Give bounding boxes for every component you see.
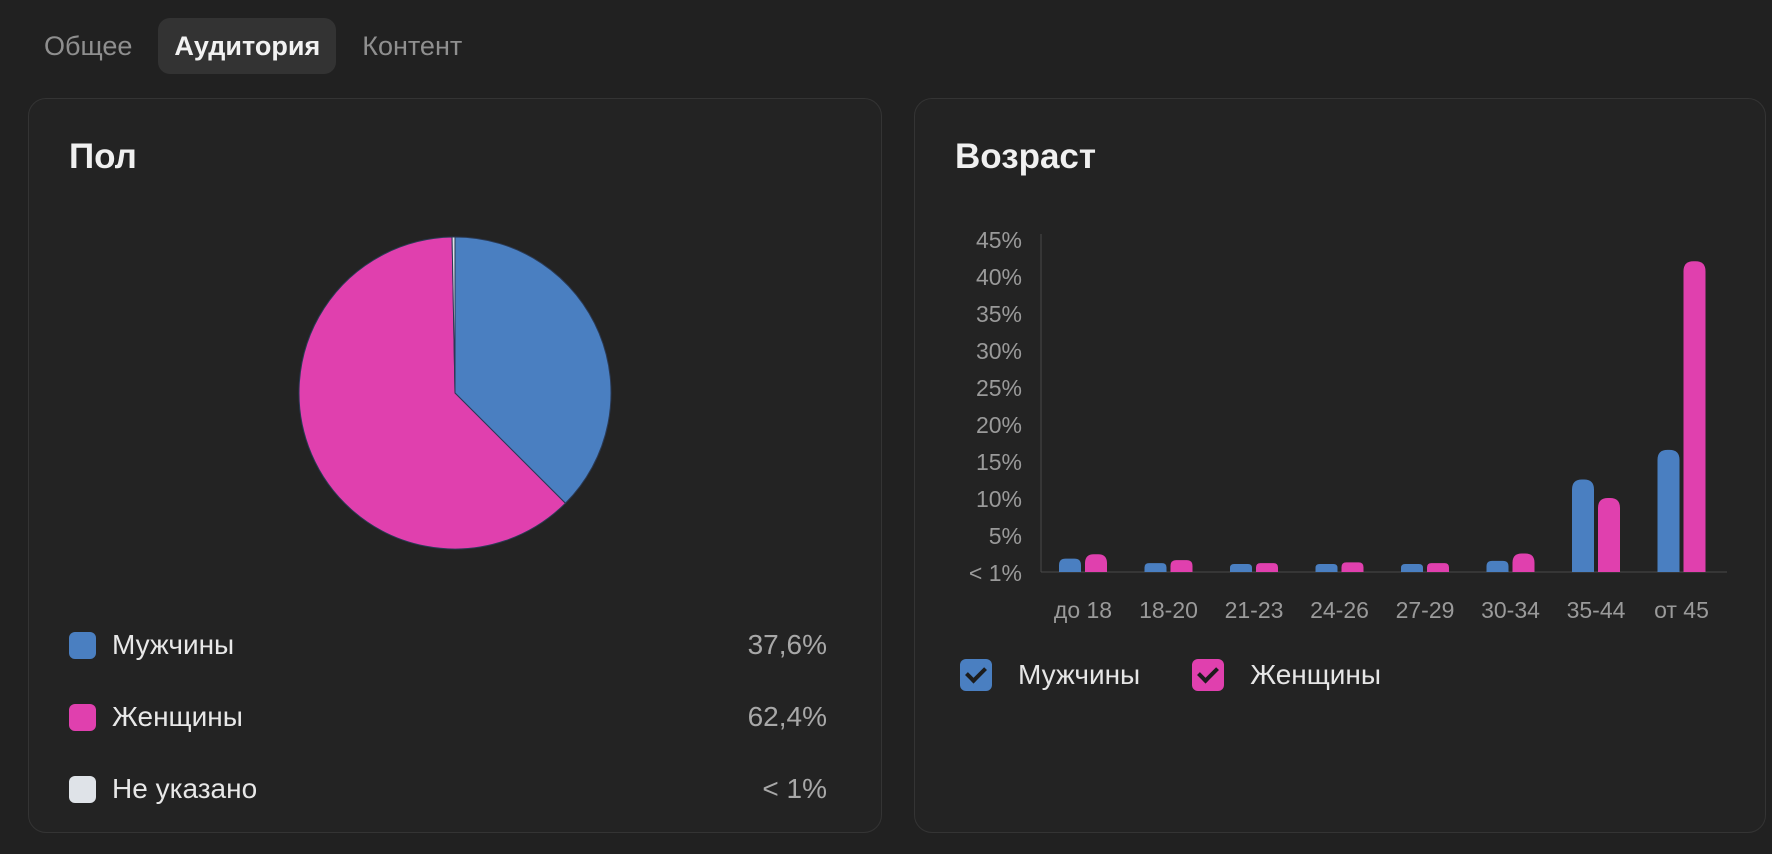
x-tick-label: 18-20 <box>1139 597 1198 623</box>
y-tick-label: 35% <box>976 301 1022 327</box>
bar-male-5 <box>1486 560 1509 572</box>
y-tick-label: 10% <box>976 486 1022 512</box>
gender-value-female: 62,4% <box>747 701 827 732</box>
bar-male-0 <box>1059 558 1081 572</box>
y-tick-label: < 1% <box>969 560 1022 586</box>
female-swatch <box>69 703 96 731</box>
gender-label-unspecified: Не указано <box>112 773 258 804</box>
gender-pie-chart <box>297 235 613 551</box>
bar-female-5 <box>1512 553 1535 572</box>
age-card: Возраст < 1% 5% 10% 15% 20% 25% 30% 35% 40% 45% до… <box>914 98 1766 833</box>
unspecified-swatch <box>69 775 96 803</box>
gender-row-male: Мужчины 37,6% <box>69 609 827 681</box>
y-tick-label: 25% <box>976 375 1022 401</box>
age-title: Возраст <box>955 137 1097 176</box>
bar-female-6 <box>1598 498 1620 572</box>
gender-row-female: Женщины 62,4% <box>69 681 827 753</box>
y-tick-label: 40% <box>976 264 1022 290</box>
y-tick-label: 15% <box>976 449 1022 475</box>
bar-female-0 <box>1085 554 1107 572</box>
legend-toggle-male[interactable]: Мужчины <box>960 659 1140 691</box>
tab-audience[interactable]: Аудитория <box>158 18 337 74</box>
x-tick-label: от 45 <box>1654 597 1709 623</box>
bar-male-6 <box>1572 479 1594 572</box>
female-checkbox[interactable] <box>1192 659 1225 691</box>
bar-male-3 <box>1315 564 1338 572</box>
legend-label-male: Мужчины <box>1018 659 1141 690</box>
tab-bar: Общее Аудитория Контент <box>28 18 478 74</box>
gender-value-unspecified: < 1% <box>762 773 827 804</box>
x-tick-label: 24-26 <box>1310 597 1369 623</box>
bar-female-4 <box>1427 563 1449 572</box>
gender-legend: Мужчины 37,6% Женщины 62,4% Не указано <… <box>69 609 827 825</box>
x-tick-label: 30-34 <box>1481 597 1540 623</box>
y-tick-label: 5% <box>989 523 1022 549</box>
x-tick-label: 21-23 <box>1225 597 1284 623</box>
bar-female-3 <box>1341 562 1364 572</box>
pie-slice-0 <box>454 236 612 504</box>
gender-title: Пол <box>69 137 137 176</box>
legend-label-female: Женщины <box>1250 659 1381 690</box>
x-tick-label: до 18 <box>1054 597 1112 623</box>
bar-female-7 <box>1683 261 1706 572</box>
bar-male-2 <box>1230 564 1252 572</box>
y-tick-label: 20% <box>976 412 1022 438</box>
male-checkbox[interactable] <box>960 659 992 691</box>
tab-content[interactable]: Контент <box>362 31 463 61</box>
pie-slice-2 <box>451 236 456 394</box>
bar-female-2 <box>1256 563 1278 572</box>
gender-label-female: Женщины <box>112 701 243 732</box>
male-swatch <box>69 631 96 659</box>
y-tick-label: 30% <box>976 338 1022 364</box>
bar-male-7 <box>1657 449 1680 572</box>
gender-label-male: Мужчины <box>112 629 235 660</box>
x-tick-label: 35-44 <box>1567 597 1626 623</box>
bar-female-1 <box>1170 560 1193 572</box>
x-tick-label: 27-29 <box>1396 597 1455 623</box>
y-tick-label: 45% <box>976 227 1022 253</box>
age-bar-chart: < 1% 5% 10% 15% 20% 25% 30% 35% 40% 45% до 18 18-20… <box>969 227 1727 623</box>
legend-toggle-female[interactable]: Женщины <box>1192 659 1381 691</box>
age-legend: Мужчины Женщины <box>960 659 1381 691</box>
gender-value-male: 37,6% <box>747 629 827 660</box>
pie-slice-1 <box>298 236 567 550</box>
bar-male-4 <box>1401 564 1423 572</box>
gender-card: Пол Мужчины 37,6% Женщины 62,4% Не указа… <box>28 98 882 833</box>
tab-general[interactable]: Общее <box>44 31 133 61</box>
gender-row-unspecified: Не указано < 1% <box>69 753 827 825</box>
bar-male-1 <box>1144 563 1167 572</box>
